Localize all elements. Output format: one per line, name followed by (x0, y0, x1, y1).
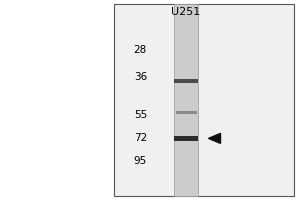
Polygon shape (208, 133, 220, 143)
Text: 36: 36 (134, 72, 147, 82)
Bar (174, 4, 198, 196)
Bar (174, 136, 198, 141)
Text: 95: 95 (134, 156, 147, 166)
Text: U251: U251 (171, 7, 201, 17)
Text: 28: 28 (134, 45, 147, 55)
Text: 72: 72 (134, 133, 147, 143)
Text: 55: 55 (134, 110, 147, 120)
Bar (174, 79, 198, 83)
FancyBboxPatch shape (114, 4, 294, 196)
Bar (176, 111, 197, 114)
